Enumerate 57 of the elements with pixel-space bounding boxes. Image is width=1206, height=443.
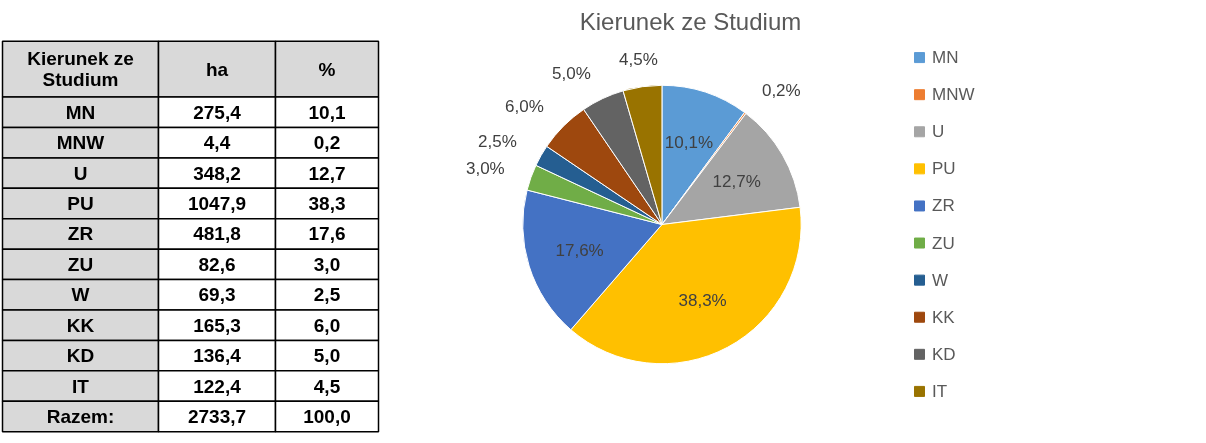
text: Kierunek ze Studium [27, 48, 134, 91]
text: MNW [56, 132, 105, 154]
text: % [318, 58, 336, 80]
text: 100,0 [303, 405, 351, 427]
text: 348,2 [193, 162, 241, 184]
text: 38,3 [308, 193, 346, 215]
text: MN [65, 101, 96, 123]
text: 4,5 [313, 375, 341, 397]
data-label: 38,3% [678, 291, 727, 311]
data-label: 4,5% [619, 49, 658, 69]
data-label: 17,6% [555, 240, 604, 260]
legend-label: IT [932, 381, 948, 401]
legend-label: PU [932, 159, 956, 179]
legend-label: U [932, 122, 945, 142]
text: PU [67, 193, 94, 215]
text: 165,3 [193, 314, 241, 336]
text: W [71, 284, 90, 306]
text: 12,7 [308, 162, 346, 184]
data-label: 3,0% [465, 158, 505, 178]
text: Razem: [46, 405, 115, 427]
data-label: 10,1% [664, 133, 714, 153]
text: 136,4 [193, 345, 242, 367]
text: 69,3 [198, 284, 236, 306]
legend-label: MNW [932, 85, 975, 105]
text: IT [72, 375, 90, 397]
text: KK [66, 314, 95, 336]
data-label: 5,0% [552, 64, 591, 83]
text: 17,6 [308, 223, 346, 245]
data-label: 12,7% [712, 171, 761, 191]
text: 1047,9 [187, 193, 247, 215]
data-label: 6,0% [505, 97, 544, 117]
text: 275,4 [193, 101, 242, 123]
text: U [73, 162, 88, 184]
text: 6,0 [313, 314, 341, 336]
text: 122,4 [193, 375, 242, 397]
legend-label: MN [932, 48, 959, 68]
data-label: 0,2% [761, 81, 801, 101]
chart-title: Kierunek ze Studium [579, 7, 802, 35]
text: 5,0 [313, 345, 341, 367]
data-label: 2,5% [478, 132, 517, 152]
text: 2,5 [313, 284, 341, 306]
legend-label: ZR [932, 196, 955, 216]
text: 82,6 [198, 253, 236, 275]
legend-label: KD [932, 344, 956, 364]
text: 481,8 [193, 223, 241, 245]
text: 3,0 [313, 253, 341, 275]
text: ZU [67, 253, 94, 275]
text: 0,2 [313, 132, 341, 154]
text: KD [66, 345, 95, 367]
legend-label: W [932, 270, 949, 290]
text: 2733,7 [187, 405, 247, 427]
text: ZR [67, 223, 94, 245]
legend-label: KK [932, 307, 956, 327]
legend-label: ZU [932, 233, 955, 253]
text: ha [205, 58, 229, 80]
text: 10,1 [308, 101, 346, 123]
text: 4,4 [203, 132, 231, 154]
